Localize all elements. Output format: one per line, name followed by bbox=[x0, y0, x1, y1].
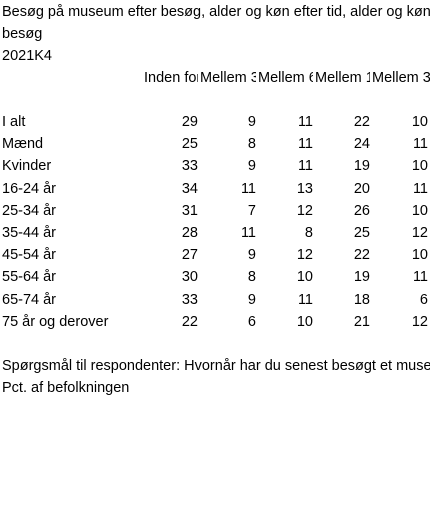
table-row: 55-64 år 30 8 10 19 11 bbox=[0, 266, 430, 288]
question-note: Spørgsmål til respondenter: Hvornår har … bbox=[2, 358, 430, 374]
table-row: 65-74 år 33 9 11 18 6 bbox=[0, 289, 430, 311]
table-row: 45-54 år 27 9 12 22 10 bbox=[0, 244, 430, 266]
table-cell: 9 bbox=[247, 291, 256, 308]
table-cell: 33 bbox=[181, 291, 198, 308]
table-cell: 10 bbox=[411, 247, 428, 264]
table-cell: 11 bbox=[240, 180, 256, 197]
row-label: 65-74 år bbox=[2, 291, 57, 308]
table-title-continuation: besøg bbox=[2, 26, 43, 42]
row-label: 25-34 år bbox=[2, 202, 57, 219]
table-cell: 10 bbox=[296, 313, 313, 330]
table-cell: 10 bbox=[296, 269, 313, 286]
table-cell: 8 bbox=[247, 269, 256, 286]
column-header: Mellem 3 bbox=[372, 70, 430, 86]
table-cell: 10 bbox=[411, 158, 428, 175]
table-cell: 22 bbox=[353, 247, 370, 264]
period-label: 2021K4 bbox=[2, 48, 52, 64]
table-row: 25-34 år 31 7 12 26 10 bbox=[0, 200, 430, 222]
row-label: Kvinder bbox=[2, 158, 52, 175]
table-cell: 22 bbox=[181, 313, 198, 330]
column-header: Mellem 3 bbox=[200, 70, 256, 86]
table-cell: 29 bbox=[181, 114, 198, 130]
table-cell: 25 bbox=[353, 225, 370, 241]
table-cell: 11 bbox=[412, 269, 428, 286]
table-cell: 28 bbox=[181, 225, 198, 241]
column-header: Inden for bbox=[144, 70, 198, 86]
table-cell: 12 bbox=[411, 313, 428, 330]
table-row: 35-44 år 28 11 8 25 12 bbox=[0, 222, 430, 244]
table-cell: 12 bbox=[296, 202, 313, 219]
table-cell: 19 bbox=[353, 158, 370, 175]
table-cell: 26 bbox=[353, 202, 370, 219]
table-cell: 34 bbox=[181, 180, 198, 197]
table-cell: 33 bbox=[181, 158, 198, 175]
column-header: Mellem 1 bbox=[315, 70, 370, 86]
table-cell: 6 bbox=[419, 291, 428, 308]
table-cell: 11 bbox=[412, 136, 428, 153]
table-cell: 11 bbox=[240, 225, 256, 241]
table-row: I alt 29 9 11 22 10 bbox=[0, 111, 430, 133]
unit-note: Pct. af befolkningen bbox=[2, 380, 130, 396]
table-cell: 11 bbox=[297, 114, 313, 130]
row-label: 75 år og derover bbox=[2, 313, 109, 330]
table-cell: 9 bbox=[247, 247, 256, 264]
table-title: Besøg på museum efter besøg, alder og kø… bbox=[2, 4, 430, 20]
table-cell: 11 bbox=[412, 180, 428, 197]
table-cell: 11 bbox=[297, 136, 313, 153]
table-row: Kvinder 33 9 11 19 10 bbox=[0, 155, 430, 177]
table-cell: 10 bbox=[411, 114, 428, 130]
row-label: 16-24 år bbox=[2, 180, 57, 197]
table-cell: 25 bbox=[181, 136, 198, 153]
table-cell: 8 bbox=[304, 225, 313, 241]
table-cell: 20 bbox=[353, 180, 370, 197]
column-header: Mellem 6 bbox=[258, 70, 313, 86]
table-cell: 18 bbox=[353, 291, 370, 308]
row-label: 45-54 år bbox=[2, 247, 57, 264]
table-cell: 10 bbox=[411, 202, 428, 219]
table-cell: 9 bbox=[247, 114, 256, 130]
table-cell: 30 bbox=[181, 269, 198, 286]
table-row: Mænd 25 8 11 24 11 bbox=[0, 133, 430, 155]
table-cell: 8 bbox=[247, 136, 256, 153]
table-row: 75 år og derover 22 6 10 21 12 bbox=[0, 311, 430, 333]
table-cell: 12 bbox=[296, 247, 313, 264]
row-label: 35-44 år bbox=[2, 225, 57, 241]
row-label: 55-64 år bbox=[2, 269, 57, 286]
table-cell: 31 bbox=[181, 202, 198, 219]
table-cell: 27 bbox=[181, 247, 198, 264]
table-cell: 7 bbox=[247, 202, 256, 219]
table-cell: 24 bbox=[353, 136, 370, 153]
table-cell: 9 bbox=[247, 158, 256, 175]
table-cell: 21 bbox=[353, 313, 370, 330]
table-cell: 22 bbox=[353, 114, 370, 130]
table-cell: 6 bbox=[247, 313, 256, 330]
table-cell: 13 bbox=[296, 180, 313, 197]
table-cell: 11 bbox=[297, 158, 313, 175]
table-cell: 19 bbox=[353, 269, 370, 286]
row-label: I alt bbox=[2, 114, 26, 130]
row-label: Mænd bbox=[2, 136, 44, 153]
table-cell: 12 bbox=[411, 225, 428, 241]
table-cell: 11 bbox=[297, 291, 313, 308]
table-row: 16-24 år 34 11 13 20 11 bbox=[0, 178, 430, 200]
